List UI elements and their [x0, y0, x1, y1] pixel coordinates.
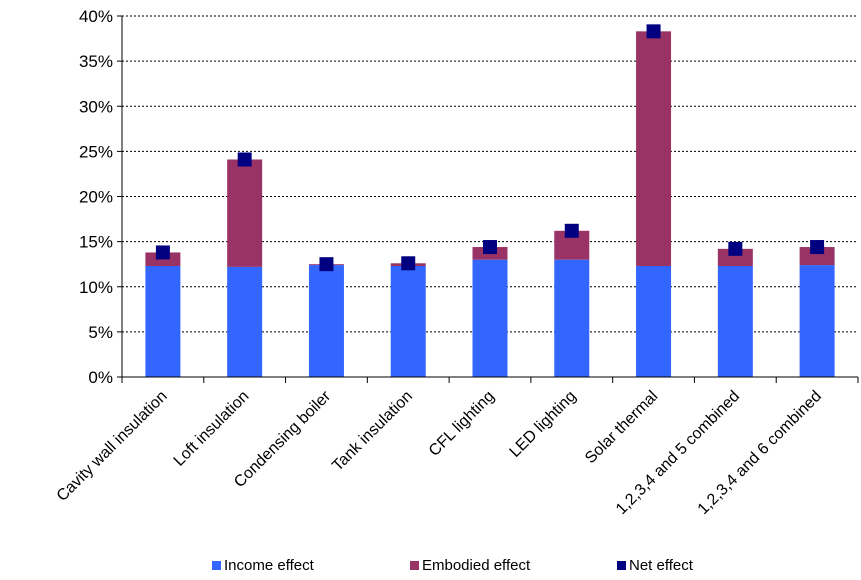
- legend-label-net-effect: Net effect: [629, 557, 694, 574]
- x-tick-label: LED lighting: [507, 388, 580, 461]
- x-tick-label: Loft insulation: [171, 388, 253, 470]
- bar-embodied-effect-9: [799, 247, 835, 266]
- bar-income-effect-7: [636, 265, 672, 377]
- marker-net-effect-2: [237, 152, 252, 167]
- marker-net-effect-3: [319, 257, 334, 272]
- axes: [117, 15, 859, 383]
- bar-income-effect-9: [799, 265, 835, 377]
- x-tick-label: CFL lighting: [426, 388, 498, 460]
- legend-label-income-effect: Income effect: [224, 557, 315, 574]
- marker-net-effect-4: [401, 256, 416, 271]
- marker-net-effect-9: [810, 240, 825, 255]
- legend-swatch-income-effect: [212, 561, 221, 570]
- bar-income-effect-6: [554, 259, 590, 377]
- x-tick-label: Tank insulation: [329, 388, 416, 475]
- y-tick-label: 20%: [79, 188, 113, 207]
- y-tick-label: 5%: [88, 323, 113, 342]
- marker-net-effect-1: [155, 245, 170, 260]
- legend: Income effect Embodied effect Net effect: [212, 557, 694, 574]
- y-tick-label: 40%: [79, 7, 113, 26]
- bar-embodied-effect-7: [636, 31, 672, 266]
- x-tick-label: Solar thermal: [582, 388, 661, 467]
- y-tick-labels: 0% 5% 10% 15% 20% 25% 30% 35% 40%: [79, 7, 113, 387]
- bar-income-effect-2: [227, 266, 263, 377]
- marker-net-effect-6: [564, 223, 579, 238]
- bar-embodied-effect-2: [227, 159, 263, 267]
- net-effect-markers: [155, 24, 825, 272]
- x-tick-label: Cavity wall insulation: [54, 388, 171, 505]
- y-tick-label: 30%: [79, 97, 113, 116]
- marker-net-effect-8: [728, 241, 743, 256]
- y-tick-label: 35%: [79, 52, 113, 71]
- y-tick-label: 25%: [79, 142, 113, 161]
- bar-embodied-effect-8: [717, 248, 753, 266]
- legend-label-embodied-effect: Embodied effect: [422, 557, 531, 574]
- y-tick-label: 15%: [79, 233, 113, 252]
- x-tick-labels: Cavity wall insulation Loft insulationCon…: [54, 387, 825, 518]
- marker-net-effect-7: [646, 24, 661, 39]
- bars: [145, 31, 835, 377]
- bar-income-effect-8: [717, 265, 753, 377]
- legend-swatch-embodied-effect: [410, 561, 419, 570]
- bar-income-effect-5: [472, 259, 508, 377]
- legend-swatch-net-effect: [617, 561, 626, 570]
- bar-income-effect-3: [308, 265, 344, 377]
- marker-net-effect-5: [483, 240, 497, 255]
- bar-income-effect-1: [145, 265, 181, 377]
- y-tick-label: 0%: [88, 368, 113, 387]
- y-tick-label: 10%: [79, 278, 113, 297]
- bar-income-effect-4: [390, 265, 426, 377]
